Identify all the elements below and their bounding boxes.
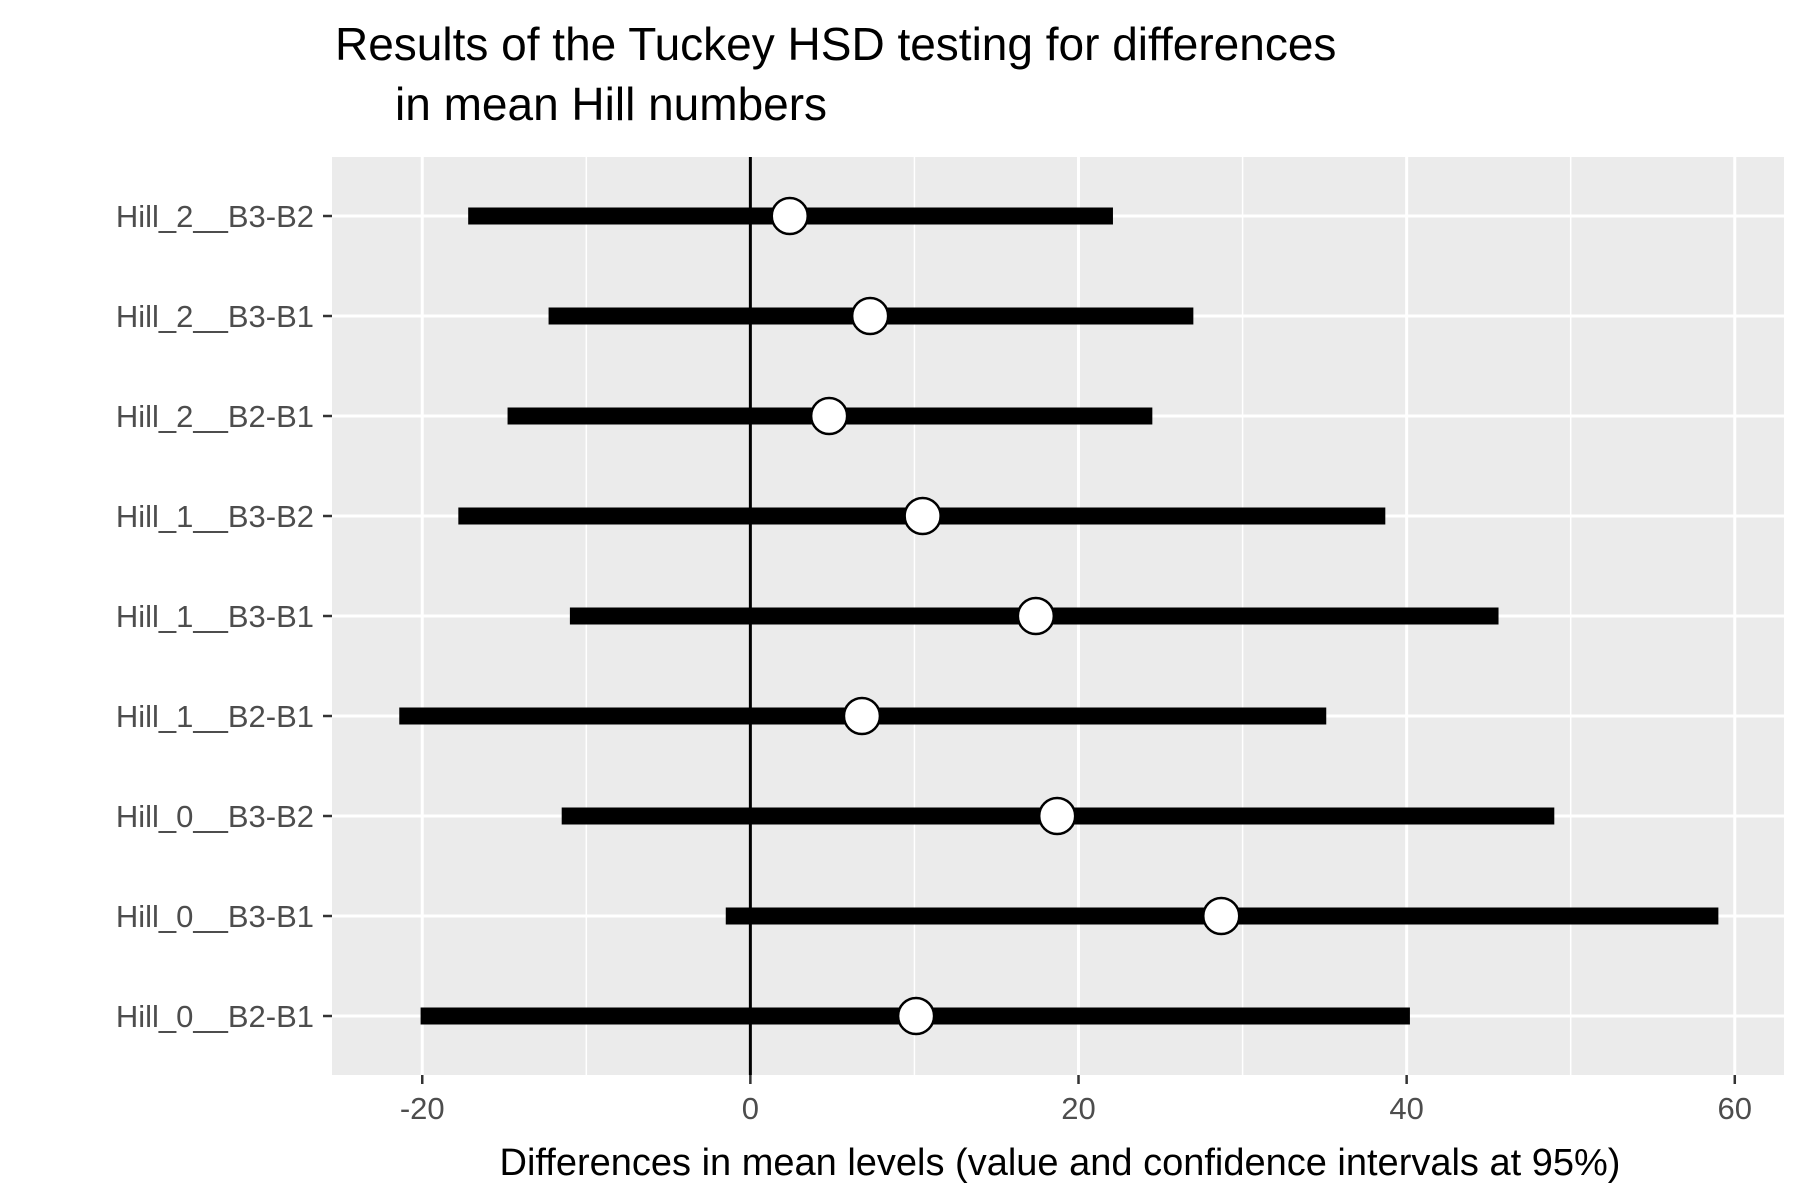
x-axis-title: Differences in mean levels (value and co… <box>500 1142 1621 1184</box>
chart-title-line-2: in mean Hill numbers <box>395 78 827 130</box>
y-tick-label-2: Hill_2__B2-B1 <box>116 399 314 434</box>
x-tick-label-1: 0 <box>742 1091 759 1126</box>
y-tick-label-4: Hill_1__B3-B1 <box>116 599 314 634</box>
y-tick-label-0: Hill_2__B3-B2 <box>116 199 314 234</box>
estimate-point-5 <box>842 696 882 736</box>
y-axis: Hill_2__B3-B2 Hill_2__B3-B1 Hill_2__B2-B1 H… <box>116 199 332 1034</box>
y-tick-label-5: Hill_1__B2-B1 <box>116 699 314 734</box>
estimate-point-4 <box>1016 596 1056 636</box>
chart-title: Results of the Tuckey HSD testing for di… <box>335 18 1336 130</box>
y-tick-label-8: Hill_0__B2-B1 <box>116 999 314 1034</box>
x-axis: -20 0 20 40 60 <box>400 1075 1752 1126</box>
y-tick-label-1: Hill_2__B3-B1 <box>116 299 314 334</box>
y-tick-label-7: Hill_0__B3-B1 <box>116 899 314 934</box>
estimate-point-8 <box>896 996 936 1036</box>
estimate-point-1 <box>850 296 890 336</box>
estimate-point-3 <box>903 496 942 536</box>
x-tick-label-4: 60 <box>1718 1091 1752 1126</box>
y-tick-label-6: Hill_0__B3-B2 <box>116 799 314 834</box>
estimate-point-7 <box>1201 896 1241 936</box>
estimate-points-layer <box>770 196 1241 1036</box>
chart-title-line-1: Results of the Tuckey HSD testing for di… <box>335 18 1336 70</box>
x-tick-label-0: -20 <box>400 1091 445 1126</box>
x-tick-label-3: 40 <box>1389 1091 1423 1126</box>
estimate-point-6 <box>1037 796 1077 836</box>
y-tick-label-3: Hill_1__B3-B2 <box>116 499 314 534</box>
estimate-point-0 <box>770 196 809 236</box>
x-tick-label-2: 20 <box>1061 1091 1095 1126</box>
estimate-point-2 <box>809 396 849 436</box>
